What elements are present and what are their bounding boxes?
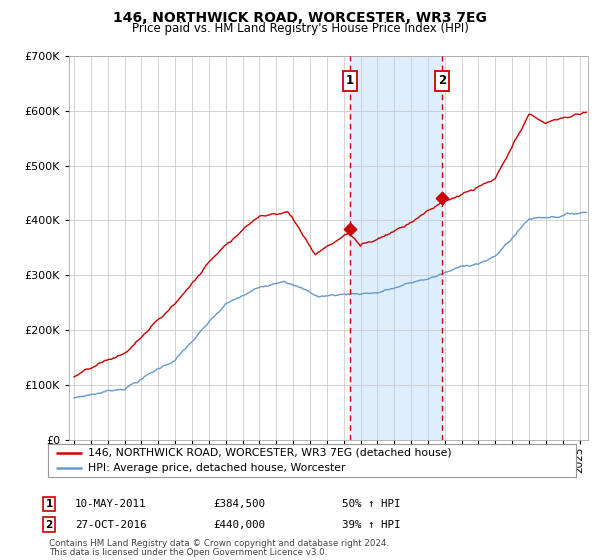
Point — [345, 225, 355, 234]
Text: 50% ↑ HPI: 50% ↑ HPI — [342, 499, 401, 509]
Text: HPI: Average price, detached house, Worcester: HPI: Average price, detached house, Worc… — [88, 463, 345, 473]
Text: 27-OCT-2016: 27-OCT-2016 — [75, 520, 146, 530]
Text: £440,000: £440,000 — [213, 520, 265, 530]
Text: 1: 1 — [46, 499, 53, 509]
Text: 2: 2 — [46, 520, 53, 530]
Text: Contains HM Land Registry data © Crown copyright and database right 2024.: Contains HM Land Registry data © Crown c… — [49, 539, 389, 548]
Text: £384,500: £384,500 — [213, 499, 265, 509]
Text: 39% ↑ HPI: 39% ↑ HPI — [342, 520, 401, 530]
Text: 2: 2 — [438, 74, 446, 87]
Text: This data is licensed under the Open Government Licence v3.0.: This data is licensed under the Open Gov… — [49, 548, 328, 557]
Text: 146, NORTHWICK ROAD, WORCESTER, WR3 7EG: 146, NORTHWICK ROAD, WORCESTER, WR3 7EG — [113, 11, 487, 25]
Text: 146, NORTHWICK ROAD, WORCESTER, WR3 7EG (detached house): 146, NORTHWICK ROAD, WORCESTER, WR3 7EG … — [88, 448, 451, 458]
Text: Price paid vs. HM Land Registry's House Price Index (HPI): Price paid vs. HM Land Registry's House … — [131, 22, 469, 35]
Point — [437, 194, 447, 203]
Bar — [350, 56, 442, 440]
Text: 10-MAY-2011: 10-MAY-2011 — [75, 499, 146, 509]
Text: 1: 1 — [346, 74, 354, 87]
